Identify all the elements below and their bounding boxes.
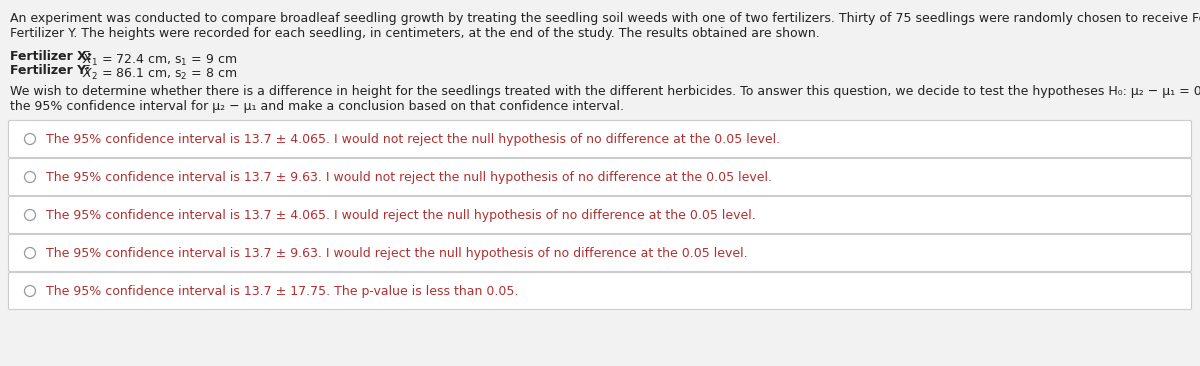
Text: The 95% confidence interval is 13.7 ± 17.75. The p-value is less than 0.05.: The 95% confidence interval is 13.7 ± 17… (46, 284, 518, 298)
Text: Fertilizer X:: Fertilizer X: (10, 50, 96, 63)
FancyBboxPatch shape (8, 273, 1192, 310)
FancyBboxPatch shape (8, 235, 1192, 272)
Text: The 95% confidence interval is 13.7 ± 4.065. I would not reject the null hypothe: The 95% confidence interval is 13.7 ± 4.… (46, 132, 780, 146)
Text: Fertilizer Y:: Fertilizer Y: (10, 64, 95, 77)
Text: $\bar{X}_2$ = 86.1 cm, s$_2$ = 8 cm: $\bar{X}_2$ = 86.1 cm, s$_2$ = 8 cm (82, 64, 238, 82)
FancyBboxPatch shape (8, 197, 1192, 234)
Text: Fertilizer Y. The heights were recorded for each seedling, in centimeters, at th: Fertilizer Y. The heights were recorded … (10, 27, 820, 40)
FancyBboxPatch shape (8, 158, 1192, 195)
Text: $\bar{X}_1$ = 72.4 cm, s$_1$ = 9 cm: $\bar{X}_1$ = 72.4 cm, s$_1$ = 9 cm (82, 50, 238, 68)
Text: The 95% confidence interval is 13.7 ± 9.63. I would not reject the null hypothes: The 95% confidence interval is 13.7 ± 9.… (46, 171, 772, 183)
Text: The 95% confidence interval is 13.7 ± 9.63. I would reject the null hypothesis o: The 95% confidence interval is 13.7 ± 9.… (46, 246, 748, 259)
FancyBboxPatch shape (8, 120, 1192, 157)
Text: An experiment was conducted to compare broadleaf seedling growth by treating the: An experiment was conducted to compare b… (10, 12, 1200, 25)
Text: the 95% confidence interval for μ₂ − μ₁ and make a conclusion based on that conf: the 95% confidence interval for μ₂ − μ₁ … (10, 100, 624, 113)
Text: The 95% confidence interval is 13.7 ± 4.065. I would reject the null hypothesis : The 95% confidence interval is 13.7 ± 4.… (46, 209, 756, 221)
Text: We wish to determine whether there is a difference in height for the seedlings t: We wish to determine whether there is a … (10, 85, 1200, 98)
